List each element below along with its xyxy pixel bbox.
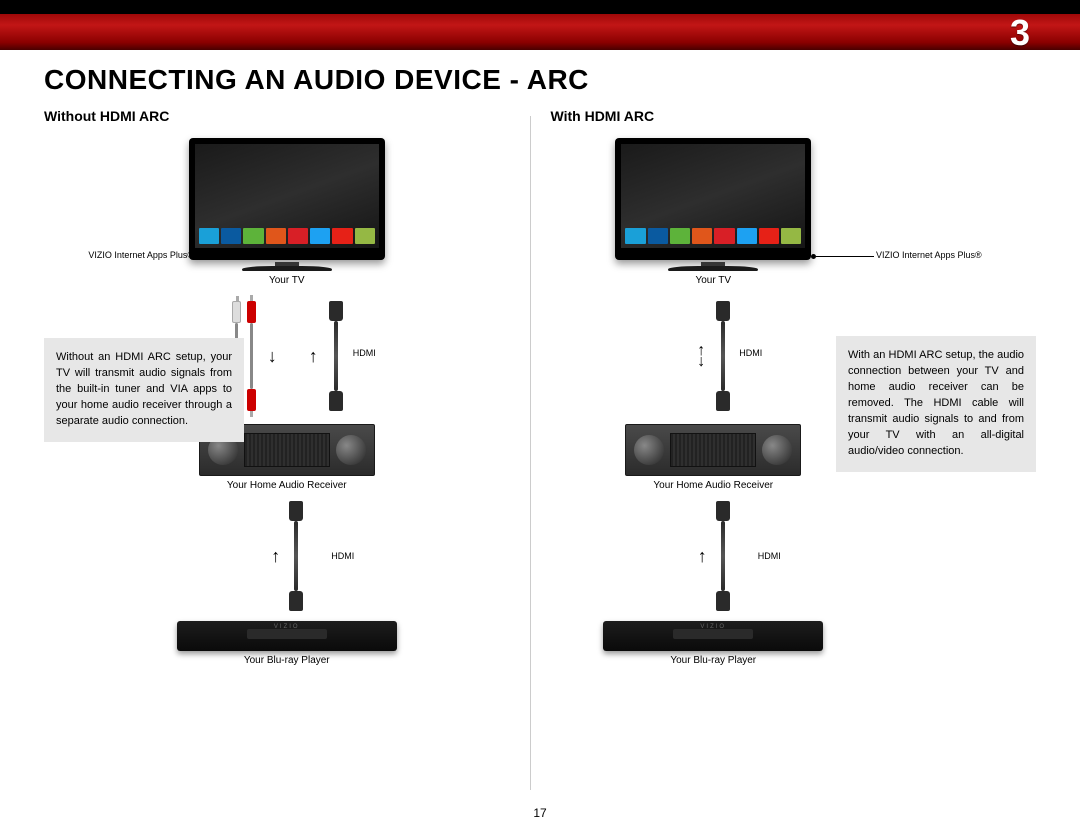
tv-illustration: [615, 138, 811, 271]
app-tile-row: [625, 228, 801, 244]
receiver-illustration: [625, 424, 801, 476]
column-without-arc: Without HDMI ARC Built-in Tuner VIZIO In…: [44, 108, 530, 790]
arrow-up-icon: ↑: [698, 546, 707, 567]
column-with-arc: With HDMI ARC Built-in Tuner VIZIO Inter…: [531, 108, 1037, 790]
bluray-label-right: Your Blu-ray Player: [670, 655, 756, 666]
bluray-illustration: VIZIO: [603, 621, 823, 651]
arrow-down-icon: ↓: [268, 346, 277, 367]
right-heading: With HDMI ARC: [551, 108, 1037, 124]
hdmi-label-bottom-right: HDMI: [758, 551, 781, 561]
hdmi-cable-icon: [290, 501, 302, 611]
app-tile-row: [199, 228, 375, 244]
via-line-right: [816, 256, 874, 257]
hdmi-cable-icon: [717, 301, 729, 411]
cable-row-top-left: RCA (Audio) ↓ ↑ HDMI: [232, 296, 342, 416]
hdmi-label-bottom-left: HDMI: [331, 551, 354, 561]
header-band: [0, 0, 1080, 50]
chapter-number: 3: [1010, 0, 1030, 66]
arrow-up-icon: ↑: [271, 546, 280, 567]
info-box-right: With an HDMI ARC setup, the audio connec…: [836, 336, 1036, 472]
arrow-bidirectional-icon: ↑ ↓: [697, 345, 705, 367]
cable-bottom-right: ↑ HDMI: [698, 501, 729, 611]
hdmi-cable-icon: [717, 501, 729, 611]
hdmi-label-top-right: HDMI: [739, 348, 762, 358]
device-stack-right: Your TV ↑ ↓ HDMI Your Home Audio Receive…: [603, 138, 823, 666]
bluray-label-left: Your Blu-ray Player: [244, 655, 330, 666]
callout-via-right: VIZIO Internet Apps Plus®: [876, 250, 1036, 260]
hdmi-label-top-left: HDMI: [353, 348, 376, 358]
tv-label-left: Your TV: [269, 275, 305, 286]
callout-via-left: VIZIO Internet Apps Plus®: [44, 250, 194, 260]
left-heading: Without HDMI ARC: [44, 108, 530, 124]
cable-bottom-left: ↑ HDMI: [271, 501, 302, 611]
receiver-label-right: Your Home Audio Receiver: [653, 480, 773, 491]
cable-row-top-right: ↑ ↓ HDMI: [697, 296, 729, 416]
arrow-up-icon: ↑: [309, 346, 318, 367]
receiver-label-left: Your Home Audio Receiver: [227, 480, 347, 491]
footer-page-number: 17: [533, 806, 546, 820]
page-title: CONNECTING AN AUDIO DEVICE - ARC: [44, 64, 589, 96]
tv-illustration: [189, 138, 385, 271]
bluray-illustration: VIZIO: [177, 621, 397, 651]
two-column-layout: Without HDMI ARC Built-in Tuner VIZIO In…: [44, 108, 1036, 790]
info-box-left: Without an HDMI ARC setup, your TV will …: [44, 338, 244, 442]
hdmi-cable-icon: [330, 301, 342, 411]
tv-label-right: Your TV: [695, 275, 731, 286]
